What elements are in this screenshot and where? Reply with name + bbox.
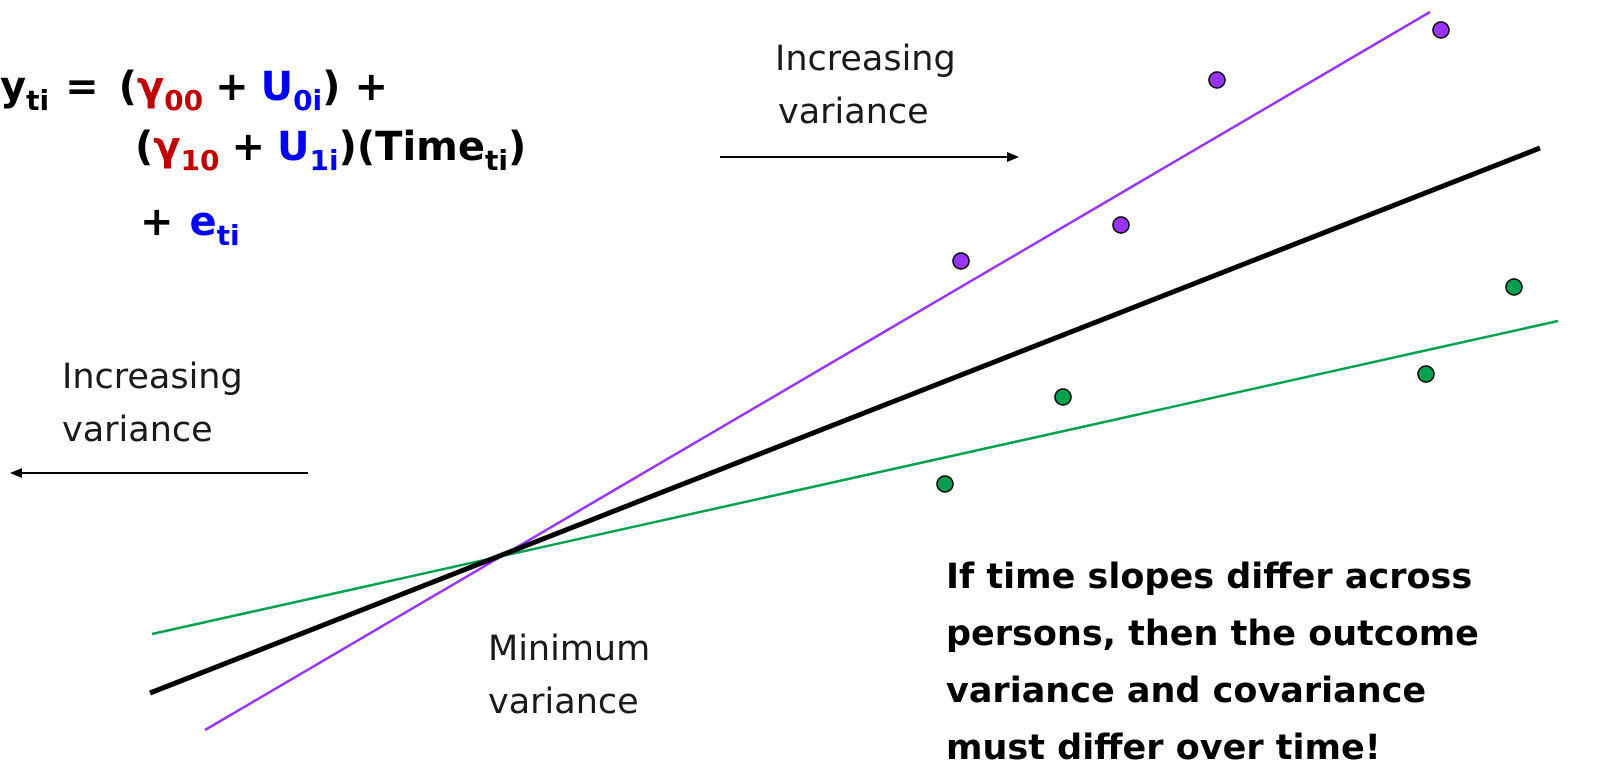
- note-line-2: persons, then the outcome: [946, 614, 1479, 654]
- gamma-00: γ: [137, 64, 164, 110]
- u-0i: U: [261, 64, 293, 110]
- left-arrow-label-line-2: variance: [62, 410, 213, 450]
- outcome-y: y: [0, 64, 26, 110]
- model-equation: yti = (γ00 + U0i) + (γ10 + U1i)(Timeti) + eti: [0, 64, 526, 252]
- data-point: [937, 476, 953, 492]
- data-point: [1433, 22, 1449, 38]
- time-term: (Time: [357, 124, 485, 170]
- minimum-variance-label-line-1: Minimum: [488, 629, 650, 669]
- left-arrow-label-line-1: Increasing: [62, 357, 243, 397]
- gamma-10: γ: [153, 124, 180, 170]
- data-point: [1506, 279, 1522, 295]
- right-arrow-label-line-2: variance: [778, 92, 929, 132]
- data-point: [953, 253, 969, 269]
- equation-line-2: (γ10 + U1i)(Timeti): [135, 124, 526, 177]
- equation-line-3: + eti: [140, 199, 240, 252]
- mean-trajectory-line: [150, 148, 1540, 693]
- equation-line-1: yti = (γ00 + U0i) +: [0, 64, 388, 117]
- data-point: [1209, 72, 1225, 88]
- note-line-3: variance and covariance: [946, 671, 1426, 711]
- data-point: [1055, 389, 1071, 405]
- low-slope-person-points: [937, 279, 1522, 492]
- minimum-variance-label-line-2: variance: [488, 682, 639, 722]
- note-line-4: must differ over time!: [946, 728, 1381, 768]
- data-point: [1418, 366, 1434, 382]
- right-arrow-label-line-1: Increasing: [775, 39, 956, 79]
- conclusion-note: If time slopes differ across persons, th…: [946, 557, 1479, 768]
- u-1i: U: [277, 124, 309, 170]
- data-point: [1113, 217, 1129, 233]
- residual-e: e: [190, 199, 217, 245]
- note-line-1: If time slopes differ across: [946, 557, 1472, 597]
